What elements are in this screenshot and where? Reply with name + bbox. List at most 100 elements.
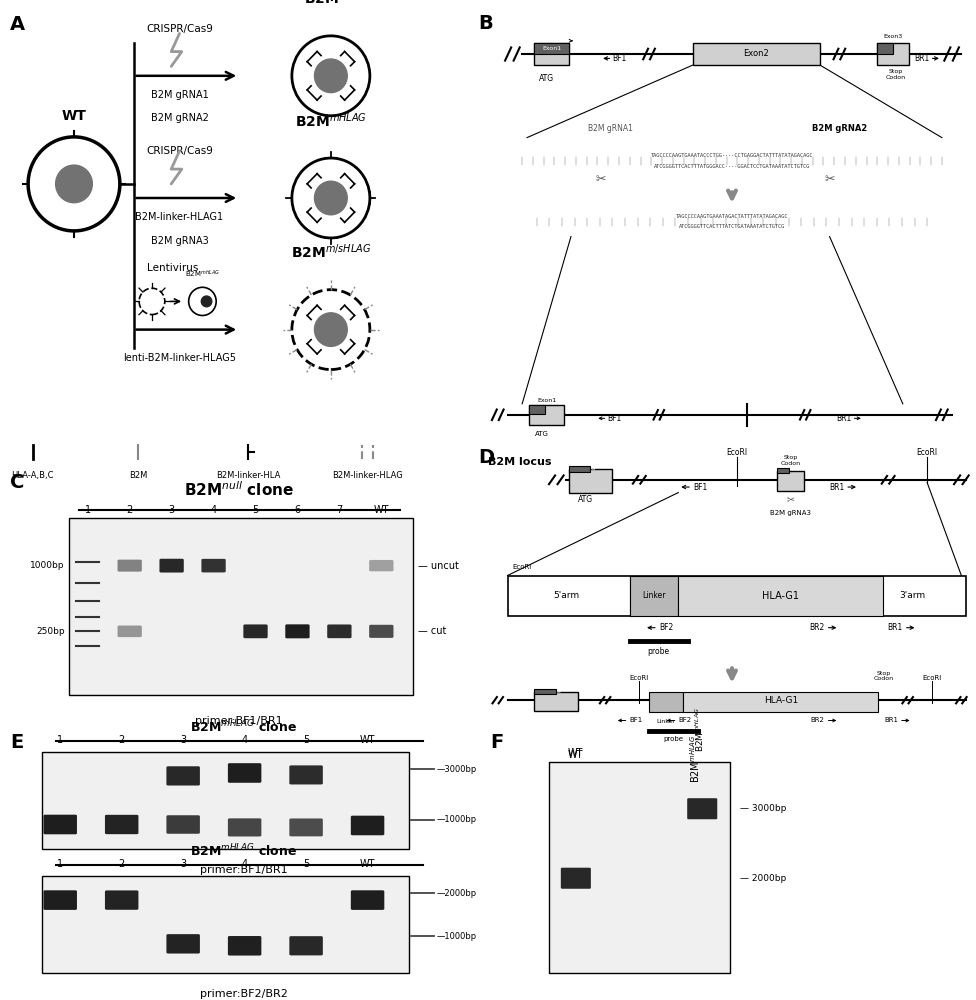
FancyBboxPatch shape <box>227 936 262 956</box>
FancyBboxPatch shape <box>167 815 200 834</box>
FancyBboxPatch shape <box>289 765 323 784</box>
Text: F: F <box>491 733 504 752</box>
Text: BF2: BF2 <box>659 623 673 632</box>
Text: primer:BF2/BR2: primer:BF2/BR2 <box>200 989 288 999</box>
Bar <box>649 692 683 712</box>
Text: 250bp: 250bp <box>36 627 64 636</box>
Bar <box>535 43 568 65</box>
Bar <box>678 576 883 616</box>
Text: B2M-linker-HLAG1: B2M-linker-HLAG1 <box>136 212 224 222</box>
FancyBboxPatch shape <box>44 815 77 834</box>
Text: lenti-B2M-linker-HLAG5: lenti-B2M-linker-HLAG5 <box>123 353 236 363</box>
Text: EcoRI: EcoRI <box>922 675 942 681</box>
Bar <box>777 468 790 473</box>
FancyBboxPatch shape <box>350 890 385 910</box>
Text: EcoRI: EcoRI <box>630 675 649 681</box>
Bar <box>877 43 909 65</box>
Bar <box>630 576 678 616</box>
Text: Exon3: Exon3 <box>883 34 903 39</box>
FancyBboxPatch shape <box>327 624 351 638</box>
Circle shape <box>314 181 347 215</box>
FancyBboxPatch shape <box>105 815 139 834</box>
FancyBboxPatch shape <box>289 818 323 836</box>
Circle shape <box>314 59 347 93</box>
Text: BR1: BR1 <box>887 623 903 632</box>
Text: 1000bp: 1000bp <box>30 561 64 570</box>
Text: WT: WT <box>61 109 87 123</box>
Bar <box>549 762 730 973</box>
Text: 3'arm: 3'arm <box>900 591 925 600</box>
Text: BF1: BF1 <box>613 54 627 63</box>
Text: BR1: BR1 <box>884 718 898 724</box>
Text: —2000bp: —2000bp <box>436 889 476 898</box>
Text: B2M gRNA1: B2M gRNA1 <box>588 124 632 133</box>
Bar <box>568 469 613 493</box>
Text: B2M$^{mHLAG}$: B2M$^{mHLAG}$ <box>693 707 706 752</box>
FancyBboxPatch shape <box>285 624 309 638</box>
Text: primer:BF1/BR1: primer:BF1/BR1 <box>200 865 288 875</box>
Bar <box>683 692 878 712</box>
Text: B2M: B2M <box>129 471 147 480</box>
Text: B2M-linker-HLAG: B2M-linker-HLAG <box>332 471 403 480</box>
Text: 2: 2 <box>118 735 125 745</box>
Bar <box>69 518 414 695</box>
Text: Exon1: Exon1 <box>537 398 556 403</box>
Text: HLA-A,B,C: HLA-A,B,C <box>12 471 54 480</box>
Bar <box>535 689 556 694</box>
Text: B2M-linker-HLA: B2M-linker-HLA <box>216 471 280 480</box>
Text: B2M$^{m/sHLAG}$: B2M$^{m/sHLAG}$ <box>291 243 371 261</box>
Text: 4: 4 <box>242 735 248 745</box>
Text: WT: WT <box>374 505 389 515</box>
FancyBboxPatch shape <box>289 936 323 955</box>
Text: Stop
Codon: Stop Codon <box>781 455 800 466</box>
Text: ATG: ATG <box>585 466 596 471</box>
Text: 5: 5 <box>303 859 309 869</box>
Text: Stop
Codon: Stop Codon <box>874 671 893 681</box>
Bar <box>530 405 545 414</box>
Text: ATG: ATG <box>550 689 562 694</box>
Text: BR1: BR1 <box>915 54 929 63</box>
Bar <box>693 43 820 65</box>
Circle shape <box>56 165 93 203</box>
Text: CRISPR/Cas9: CRISPR/Cas9 <box>146 24 213 34</box>
Text: B2M gRNA2: B2M gRNA2 <box>812 124 867 133</box>
Text: 5: 5 <box>303 735 309 745</box>
Text: B2M locus: B2M locus <box>488 457 551 467</box>
FancyBboxPatch shape <box>227 818 262 836</box>
Text: 3: 3 <box>181 735 186 745</box>
Text: BF1: BF1 <box>630 718 643 724</box>
Text: ATG: ATG <box>578 495 593 504</box>
Text: —1000bp: —1000bp <box>436 932 476 941</box>
Text: BF1: BF1 <box>607 414 622 423</box>
Text: probe: probe <box>648 647 670 656</box>
Text: — 2000bp: — 2000bp <box>740 874 786 883</box>
FancyBboxPatch shape <box>369 560 393 571</box>
Text: B2M$^{null}$: B2M$^{null}$ <box>304 0 358 7</box>
Text: WT: WT <box>568 748 584 758</box>
Text: 5: 5 <box>253 505 259 515</box>
Text: ATG: ATG <box>539 74 554 83</box>
Text: ✂: ✂ <box>787 494 794 504</box>
Text: BF2: BF2 <box>678 718 691 724</box>
Text: —3000bp: —3000bp <box>436 765 476 774</box>
Text: 1: 1 <box>58 735 63 745</box>
Bar <box>42 876 409 973</box>
FancyBboxPatch shape <box>44 890 77 910</box>
Text: B2M$^{mHLAG}$: B2M$^{mHLAG}$ <box>295 111 367 130</box>
Text: ATG: ATG <box>535 431 549 437</box>
Text: HLA-G1: HLA-G1 <box>762 591 799 601</box>
Text: BF1: BF1 <box>693 483 708 492</box>
Text: B2M$^{mHLAG}$: B2M$^{mHLAG}$ <box>184 269 221 280</box>
Text: A: A <box>10 15 24 34</box>
Bar <box>568 466 590 472</box>
FancyBboxPatch shape <box>201 559 225 572</box>
Text: — uncut: — uncut <box>418 561 459 571</box>
Bar <box>777 471 804 491</box>
Circle shape <box>314 313 347 346</box>
FancyBboxPatch shape <box>687 798 717 819</box>
Text: Linker: Linker <box>657 719 675 724</box>
Text: C: C <box>10 473 24 492</box>
Text: B2M gRNA2: B2M gRNA2 <box>150 113 209 123</box>
Text: 2: 2 <box>118 859 125 869</box>
FancyBboxPatch shape <box>167 766 200 786</box>
